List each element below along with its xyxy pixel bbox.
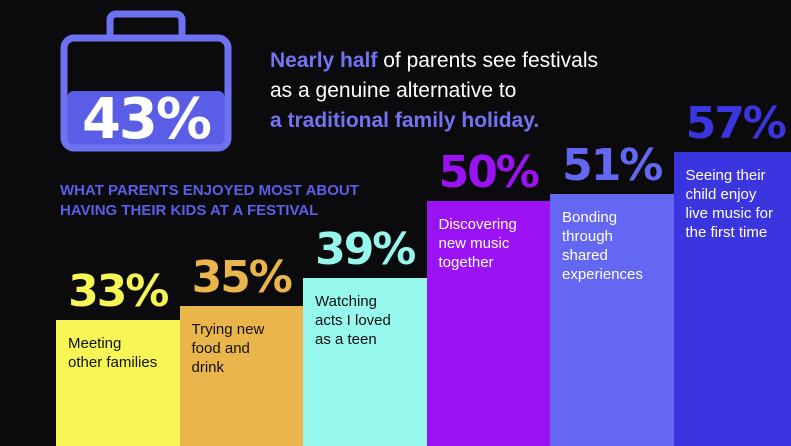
bar-4 — [426, 201, 550, 446]
bar-value-label: 33% — [68, 266, 169, 317]
headline-line-1: of parents see festivals — [377, 49, 599, 72]
headline-line-2: as a genuine alternative to — [270, 79, 517, 102]
bar-category-label: Meeting other families — [68, 334, 172, 372]
bar-category-label-line: Seeing their — [685, 167, 766, 184]
bar-category-label-line: Trying new — [191, 321, 265, 338]
bar-6 — [673, 152, 791, 446]
bar-category-label-line: food and — [191, 340, 250, 357]
bar-category-label-line: through — [562, 228, 613, 245]
bar-category-label: Discovering new music together — [439, 215, 543, 272]
bar-category-label-line: Meeting — [68, 335, 122, 352]
bar-category-label-line: Watching — [315, 293, 377, 310]
bar-value-label: 35% — [191, 252, 293, 303]
bar-category-label: Watching acts I loved as a teen — [315, 292, 419, 349]
briefcase-icon — [60, 10, 232, 152]
headline: Nearly half of parents see festivals as … — [270, 46, 770, 136]
bar-category-label-line: Discovering — [438, 216, 517, 233]
bar-3 — [303, 278, 427, 446]
bar-value-label: 51% — [562, 140, 663, 191]
bar-category-label-line: as a teen — [315, 331, 377, 348]
bar-category-label-line: acts I loved — [315, 312, 391, 329]
bag-stat: 43% — [81, 87, 212, 152]
bar-value-label: 39% — [315, 224, 416, 275]
headline-highlight-2: a traditional family holiday. — [270, 109, 540, 132]
bar-category-label-line: shared — [562, 247, 608, 264]
bar-category-label-line: new music — [438, 235, 510, 252]
section-title: WHAT PARENTS ENJOYED MOST ABOUT HAVING T… — [60, 182, 359, 219]
bar-category-label-line: drink — [191, 359, 225, 376]
bar-category-label-line: other families — [68, 354, 158, 371]
bar-5 — [550, 194, 674, 446]
bar-category-label-line: child enjoy — [685, 186, 757, 203]
bar-2 — [179, 306, 303, 446]
bar-category-label: Trying new food and drink — [192, 320, 296, 377]
bar-category-label-line: together — [438, 254, 494, 271]
bar-category-label-line: experiences — [562, 266, 643, 283]
bar-category-label-line: the first time — [685, 224, 768, 241]
headline-highlight-1: Nearly half — [270, 49, 378, 72]
bar-category-label: Seeing their child enjoy live music for the… — [686, 166, 790, 242]
bar-category-label-line: live music for — [685, 205, 774, 222]
bar-value-label: 50% — [438, 147, 540, 198]
bar-value-label: 57% — [685, 98, 787, 149]
bar-category-label: Bonding through shared experiences — [562, 208, 666, 284]
bar-category-label-line: Bonding — [562, 209, 618, 226]
bar-1 — [56, 320, 180, 446]
